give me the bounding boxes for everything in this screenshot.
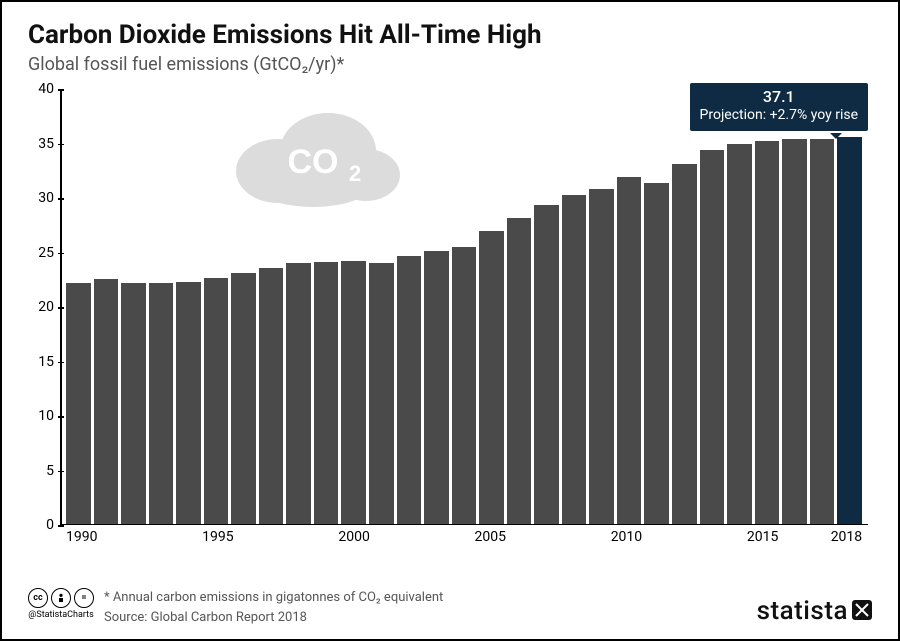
- source-line: Source: Global Carbon Report 2018: [104, 608, 443, 628]
- bar: [94, 279, 119, 524]
- cc-icon: cc: [28, 588, 48, 608]
- x-tick-label: [506, 525, 532, 549]
- bar: [644, 183, 669, 524]
- y-tick-label: 35: [24, 136, 54, 152]
- x-tick-label: [370, 525, 396, 549]
- logo-text: statista: [757, 596, 848, 626]
- x-tick-label: [642, 525, 668, 549]
- x-tick-label: [176, 525, 202, 549]
- x-tick-label: [695, 525, 721, 549]
- x-tick-label: [396, 525, 422, 549]
- x-tick-label: [150, 525, 176, 549]
- bar: [672, 164, 697, 524]
- x-tick-label: [260, 525, 286, 549]
- x-tick-label: 2018: [831, 525, 862, 549]
- x-tick-label: [312, 525, 338, 549]
- bar: [204, 278, 229, 524]
- chart-area: CO 2 0510152025303540 199019952000200520…: [60, 89, 868, 549]
- bar: [424, 251, 449, 524]
- bar: [121, 283, 146, 524]
- x-tick-label: [721, 525, 747, 549]
- chart-title: Carbon Dioxide Emissions Hit All-Time Hi…: [28, 20, 872, 50]
- license-badges: cc = @StatistaCharts: [28, 588, 94, 620]
- x-tick-label: [532, 525, 558, 549]
- bar: [66, 283, 91, 524]
- y-tick-label: 0: [24, 517, 54, 533]
- bar: [810, 139, 835, 524]
- x-tick-label: [668, 525, 694, 549]
- x-tick-label: [448, 525, 474, 549]
- y-tick-label: 25: [24, 245, 54, 261]
- y-tick-label: 10: [24, 408, 54, 424]
- footer-text: * Annual carbon emissions in gigatonnes …: [104, 588, 443, 627]
- bar: [286, 263, 311, 524]
- bar: [314, 262, 339, 524]
- x-tick-label: [286, 525, 312, 549]
- bar: [700, 150, 725, 524]
- x-tick-label: 2015: [747, 525, 778, 549]
- by-icon: [51, 588, 71, 608]
- bar: [782, 139, 807, 524]
- bar: [397, 256, 422, 524]
- y-tick-label: 20: [24, 299, 54, 315]
- x-tick-label: [805, 525, 831, 549]
- logo-mark-icon: [852, 597, 872, 627]
- x-label-group: 1990 1995 2000 2005 2010 2015 2018: [66, 525, 862, 549]
- bar: [479, 231, 504, 524]
- bar: [149, 283, 174, 524]
- bar: [341, 261, 366, 524]
- bar: [507, 218, 532, 524]
- bar: [617, 177, 642, 524]
- y-tick-label: 15: [24, 354, 54, 370]
- x-tick-label: [97, 525, 123, 549]
- footnote: * Annual carbon emissions in gigatonnes …: [104, 588, 443, 608]
- bar: [259, 268, 284, 524]
- x-tick-label: [778, 525, 804, 549]
- twitter-handle: @StatistaCharts: [28, 610, 94, 620]
- projection-callout: 37.1 Projection: +2.7% yoy rise: [690, 83, 868, 131]
- footer-left: cc = @StatistaCharts * Annual carbon emi…: [28, 588, 443, 627]
- callout-subtext: Projection: +2.7% yoy rise: [700, 107, 858, 125]
- plot-region: [60, 89, 868, 525]
- x-tick-label: [234, 525, 260, 549]
- bars-group: [66, 89, 862, 524]
- y-tick-label: 5: [24, 463, 54, 479]
- callout-value: 37.1: [700, 87, 858, 107]
- y-tick-label: 40: [24, 81, 54, 97]
- bar: [369, 263, 394, 524]
- bar: [534, 205, 559, 524]
- chart-subtitle: Global fossil fuel emissions (GtCO₂/yr)*: [28, 54, 872, 75]
- x-tick-label: [558, 525, 584, 549]
- x-tick-label: [585, 525, 611, 549]
- x-tick-label: 2000: [338, 525, 369, 549]
- bar: [837, 137, 862, 524]
- bar: [755, 141, 780, 524]
- x-tick-label: 2005: [475, 525, 506, 549]
- bar: [452, 247, 477, 524]
- chart-footer: cc = @StatistaCharts * Annual carbon emi…: [28, 588, 872, 627]
- bar: [589, 189, 614, 524]
- x-tick-label: [124, 525, 150, 549]
- x-tick-label: [422, 525, 448, 549]
- nd-icon: =: [74, 588, 94, 608]
- bar: [562, 195, 587, 525]
- x-tick-label: 1995: [202, 525, 233, 549]
- bar: [231, 273, 256, 524]
- x-tick-label: 1990: [66, 525, 97, 549]
- y-tick-label: 30: [24, 190, 54, 206]
- bar: [176, 282, 201, 525]
- chart-container: Carbon Dioxide Emissions Hit All-Time Hi…: [0, 0, 900, 641]
- bar: [727, 144, 752, 524]
- x-tick-label: 2010: [611, 525, 642, 549]
- statista-logo: statista: [757, 596, 872, 627]
